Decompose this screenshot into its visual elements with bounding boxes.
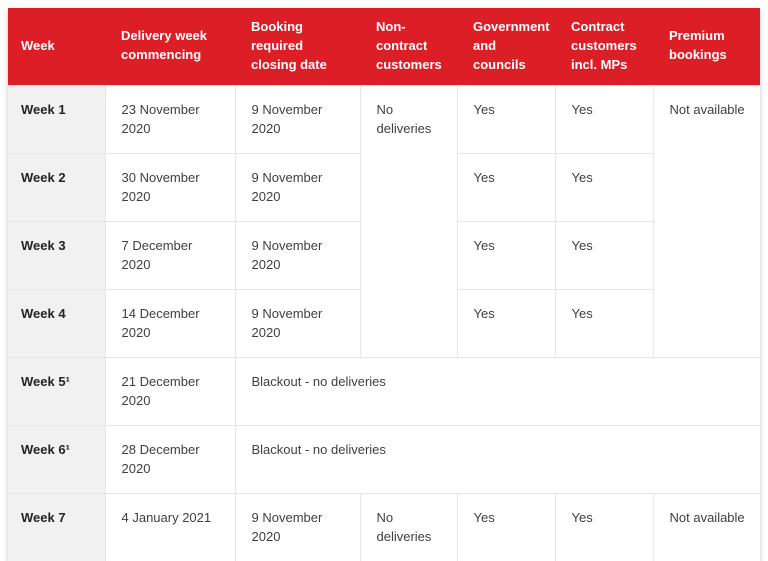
cell-delivery-date: 4 January 2021 <box>104 492 236 561</box>
cell-week-label: Week 6¹ <box>8 424 106 494</box>
cell-non-contract-status: No deliveries <box>359 84 458 358</box>
table-row-week-7: Week 7 4 January 2021 9 November 2020 No… <box>8 492 760 561</box>
cell-non-contract-status: No deliveries <box>359 492 458 561</box>
header-cell-booking-closing-date: Booking required closing date <box>235 8 360 86</box>
cell-government-status: Yes <box>456 84 556 154</box>
header-cell-premium: Premium bookings <box>653 8 760 86</box>
cell-contract-status: Yes <box>554 220 653 290</box>
cell-booking-date: 9 November 2020 <box>234 84 361 154</box>
cell-delivery-date: 28 December 2020 <box>104 424 236 494</box>
table-row-week-3: Week 3 7 December 2020 9 November 2020 Y… <box>8 220 760 290</box>
cell-blackout-notice: Blackout - no deliveries <box>234 356 760 426</box>
cell-week-label: Week 4 <box>8 288 106 358</box>
cell-booking-date: 9 November 2020 <box>234 288 361 358</box>
header-cell-delivery-week: Delivery week commencing <box>105 8 235 86</box>
cell-week-label: Week 3 <box>8 220 106 290</box>
cell-delivery-date: 30 November 2020 <box>104 152 236 222</box>
cell-contract-status: Yes <box>554 152 653 222</box>
cell-week-label: Week 7 <box>8 492 106 561</box>
header-cell-contract: Contract customers incl. MPs <box>555 8 653 86</box>
table-row-week-5: Week 5¹ 21 December 2020 Blackout - no d… <box>8 356 760 426</box>
delivery-schedule-table-container: Week Delivery week commencing Booking re… <box>8 8 760 561</box>
cell-delivery-date: 21 December 2020 <box>104 356 236 426</box>
table-body: Week 1 23 November 2020 9 November 2020 … <box>8 84 760 561</box>
cell-delivery-date: 7 December 2020 <box>104 220 236 290</box>
table-row-week-4: Week 4 14 December 2020 9 November 2020 … <box>8 288 760 358</box>
cell-delivery-date: 14 December 2020 <box>104 288 236 358</box>
cell-week-label: Week 2 <box>8 152 106 222</box>
page: Week Delivery week commencing Booking re… <box>8 8 760 561</box>
cell-booking-date: 9 November 2020 <box>234 220 361 290</box>
cell-booking-date: 9 November 2020 <box>234 152 361 222</box>
cell-premium-status: Not available <box>652 84 760 358</box>
cell-government-status: Yes <box>456 492 556 561</box>
header-cell-week: Week <box>8 8 105 86</box>
header-row: Week Delivery week commencing Booking re… <box>8 8 760 86</box>
cell-week-label: Week 5¹ <box>8 356 106 426</box>
cell-government-status: Yes <box>456 220 556 290</box>
delivery-schedule-table: Week Delivery week commencing Booking re… <box>8 8 760 561</box>
table-row-week-2: Week 2 30 November 2020 9 November 2020 … <box>8 152 760 222</box>
cell-booking-date: 9 November 2020 <box>234 492 361 561</box>
header-cell-government: Government and councils <box>457 8 555 86</box>
cell-week-label: Week 1 <box>8 84 106 154</box>
table-row-week-1: Week 1 23 November 2020 9 November 2020 … <box>8 84 760 358</box>
header-cell-non-contract: Non-contract customers <box>360 8 457 86</box>
cell-blackout-notice: Blackout - no deliveries <box>234 424 760 494</box>
cell-contract-status: Yes <box>554 84 654 154</box>
cell-contract-status: Yes <box>554 492 654 561</box>
cell-delivery-date: 23 November 2020 <box>104 84 236 154</box>
cell-contract-status: Yes <box>554 288 653 358</box>
cell-premium-status: Not available <box>652 492 760 561</box>
cell-government-status: Yes <box>456 152 556 222</box>
cell-government-status: Yes <box>456 288 556 358</box>
table-row-week-6: Week 6¹ 28 December 2020 Blackout - no d… <box>8 424 760 494</box>
table-header: Week Delivery week commencing Booking re… <box>8 8 760 86</box>
